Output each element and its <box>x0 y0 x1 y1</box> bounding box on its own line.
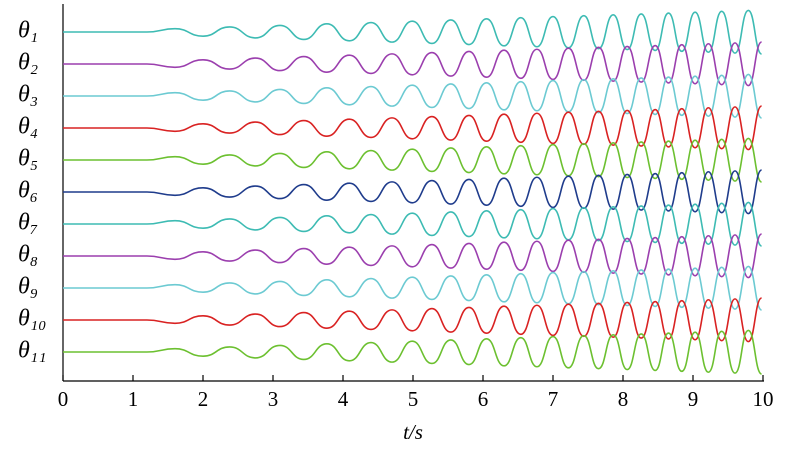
series-line <box>63 265 763 311</box>
x-tick-label: 4 <box>338 387 349 411</box>
x-tick-label: 8 <box>618 387 629 411</box>
x-tick-label: 0 <box>58 387 69 411</box>
x-tick-label: 1 <box>128 387 139 411</box>
series-label: θ₃ <box>18 82 38 108</box>
series-line <box>62 9 763 55</box>
series-label: θ₁₁ <box>18 338 46 364</box>
series-line <box>62 297 763 343</box>
x-tick-label: 2 <box>198 387 209 411</box>
series-line <box>62 73 763 119</box>
series-label: θ₈ <box>18 242 38 268</box>
series-label: θ₇ <box>18 210 38 236</box>
x-tick-label: 9 <box>688 387 699 411</box>
series-line <box>62 329 763 375</box>
series-label: θ₁₀ <box>18 306 46 332</box>
series-label: θ₉ <box>18 274 38 300</box>
series-label: θ₁ <box>18 18 38 44</box>
series-line <box>62 105 763 151</box>
series-label: θ₂ <box>18 50 38 76</box>
series-line <box>62 137 763 183</box>
x-tick-label: 7 <box>548 387 559 411</box>
x-tick-label: 10 <box>753 387 774 411</box>
series-line <box>62 233 763 279</box>
series-label: θ₅ <box>18 146 38 172</box>
x-tick-label: 5 <box>408 387 419 411</box>
x-tick-label: 6 <box>478 387 489 411</box>
series-label: θ₄ <box>18 114 38 140</box>
series-line <box>62 169 763 215</box>
series-label: θ₆ <box>18 178 38 204</box>
x-axis-label: t/s <box>403 420 423 444</box>
series-line <box>62 41 763 87</box>
x-tick-label: 3 <box>268 387 279 411</box>
series-line <box>63 201 763 247</box>
